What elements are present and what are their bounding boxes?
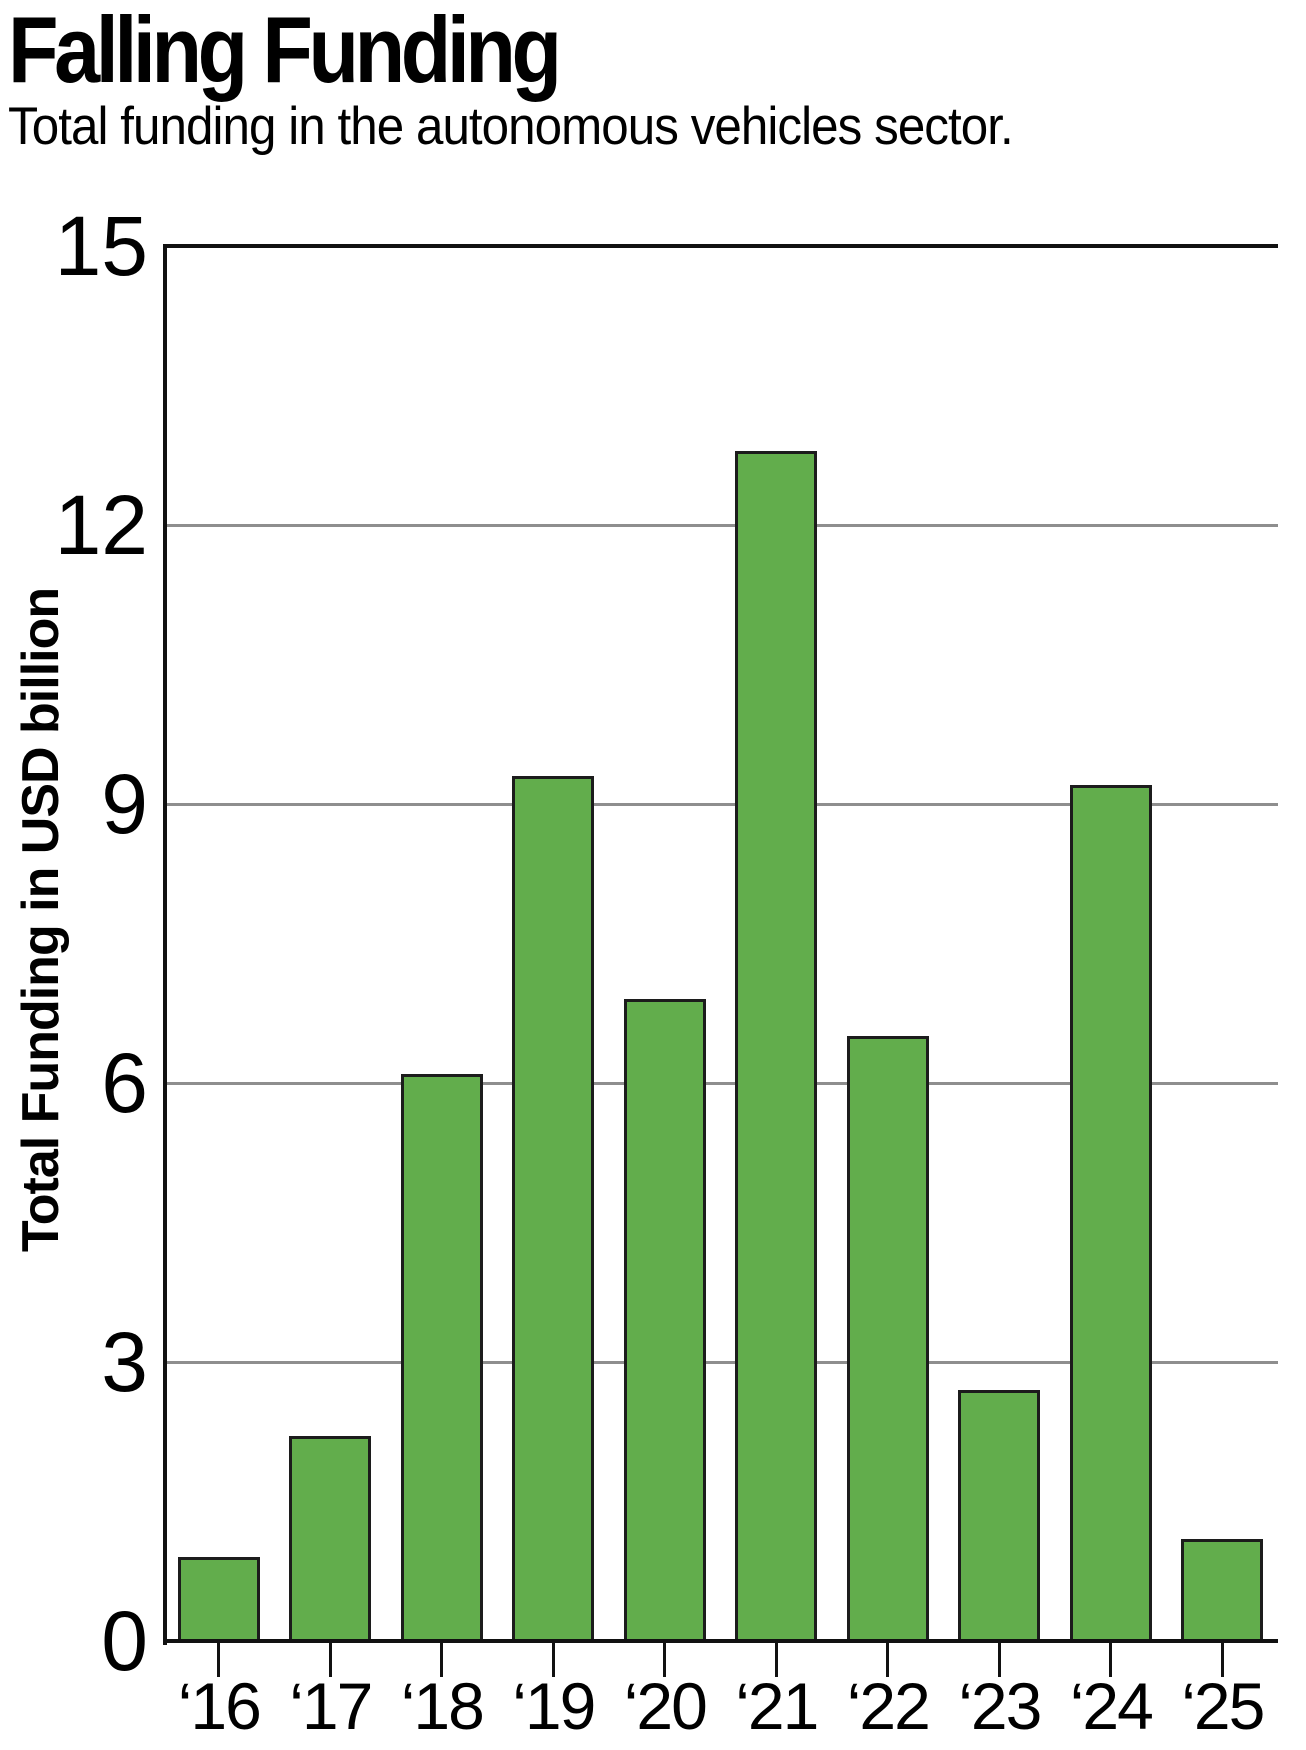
gridline-6 <box>163 1082 1278 1085</box>
y-axis-line <box>163 244 167 1645</box>
x-axis-tick-‘22 <box>886 1641 890 1677</box>
x-axis-label-‘19: ‘19 <box>512 1669 596 1743</box>
chart-subtitle: Total funding in the autonomous vehicles… <box>8 97 1014 156</box>
x-axis-label-‘21: ‘21 <box>735 1669 819 1743</box>
bar-‘19 <box>512 776 595 1641</box>
x-axis-tick-‘16 <box>217 1641 221 1677</box>
y-axis-tick-label-15: 15 <box>54 199 148 293</box>
bar-‘18 <box>400 1074 483 1641</box>
x-axis-tick-‘24 <box>1109 1641 1113 1677</box>
x-axis-tick-‘18 <box>440 1641 444 1677</box>
gridline-12 <box>163 524 1278 527</box>
x-axis-tick-‘21 <box>774 1641 778 1677</box>
x-axis-label-‘18: ‘18 <box>400 1669 485 1743</box>
x-axis-label-‘17: ‘17 <box>289 1669 373 1743</box>
x-axis-label-‘16: ‘16 <box>177 1669 262 1743</box>
bar-‘24 <box>1069 785 1152 1641</box>
x-axis-label-‘24: ‘24 <box>1069 1669 1154 1743</box>
bar-‘16 <box>177 1557 260 1641</box>
x-axis-label-‘23: ‘23 <box>958 1669 1042 1743</box>
y-axis-tick-label-9: 9 <box>101 757 148 851</box>
gridline-9 <box>163 803 1278 806</box>
y-axis-tick-label-0: 0 <box>101 1594 148 1688</box>
bar-‘22 <box>846 1036 929 1641</box>
x-axis-label-‘25: ‘25 <box>1181 1669 1265 1743</box>
y-axis-tick-label-6: 6 <box>101 1036 148 1130</box>
bar-‘17 <box>289 1436 372 1641</box>
x-axis-tick-‘20 <box>663 1641 667 1677</box>
bar-‘25 <box>1181 1539 1264 1641</box>
bar-‘20 <box>623 999 706 1641</box>
bar-‘21 <box>735 451 818 1641</box>
x-axis-tick-‘17 <box>328 1641 332 1677</box>
bar-‘23 <box>958 1390 1041 1641</box>
y-axis-tick-label-3: 3 <box>101 1315 148 1409</box>
chart-title: Falling Funding <box>8 0 562 102</box>
x-axis-baseline <box>163 1639 1278 1643</box>
gridline-3 <box>163 1361 1278 1364</box>
y-axis-tick-label-12: 12 <box>54 478 148 572</box>
x-axis-label-‘20: ‘20 <box>623 1669 708 1743</box>
x-axis-label-‘22: ‘22 <box>846 1669 931 1743</box>
x-axis-tick-‘23 <box>997 1641 1001 1677</box>
gridline-15 <box>163 244 1278 248</box>
x-axis-tick-‘25 <box>1220 1641 1224 1677</box>
x-axis-tick-‘19 <box>551 1641 555 1677</box>
